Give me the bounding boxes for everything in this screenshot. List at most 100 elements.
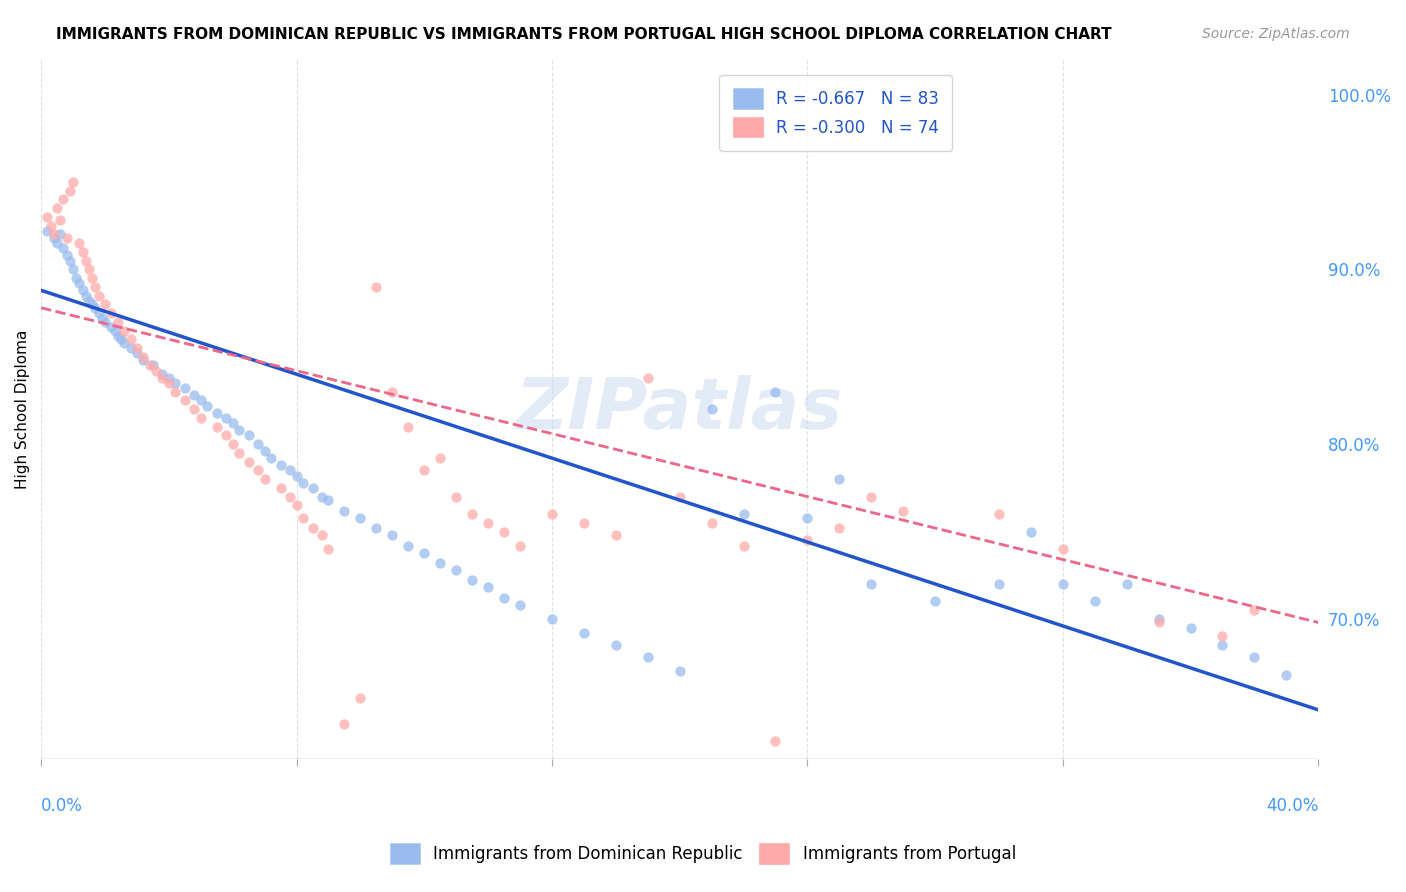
Point [59,253,82,268]
Point [75,288,97,302]
Point [49,227,72,242]
Point [700,402,723,417]
Point [605,638,627,652]
Point [285,499,308,513]
Point [107,328,129,343]
Point [572,516,595,530]
Point [152,370,174,384]
Point [59,184,82,198]
Point [494,524,516,539]
Point [77,262,100,277]
Point [82,297,104,311]
Point [988,507,1011,521]
Point [195,399,218,413]
Point [349,510,371,524]
Point [173,381,195,395]
Text: ZIPatlas: ZIPatlas [516,375,844,443]
Point [120,341,142,355]
Point [291,510,314,524]
Point [1147,612,1170,626]
Point [1180,621,1202,635]
Point [107,315,129,329]
Point [988,577,1011,591]
Point [52,241,75,255]
Point [55,231,77,245]
Point [145,364,167,378]
Point [215,428,238,442]
Point [260,451,283,466]
Point [205,406,228,420]
Point [157,376,180,390]
Point [796,533,818,548]
Point [183,388,205,402]
Point [190,411,212,425]
Point [142,359,165,373]
Point [494,591,516,605]
Point [637,650,659,665]
Point [165,376,187,390]
Point [541,507,564,521]
Point [238,428,260,442]
Point [733,507,755,521]
Point [247,437,270,451]
Point [765,384,787,399]
Point [42,227,65,242]
Point [103,324,125,338]
Point [637,370,659,384]
Point [110,332,132,346]
Text: IMMIGRANTS FROM DOMINICAN REPUBLIC VS IMMIGRANTS FROM PORTUGAL HIGH SCHOOL DIPLO: IMMIGRANTS FROM DOMINICAN REPUBLIC VS IM… [56,27,1112,42]
Point [221,416,243,430]
Point [75,253,97,268]
Point [1147,615,1170,630]
Point [1243,650,1265,665]
Point [828,472,851,486]
Point [270,458,292,472]
Point [253,444,276,458]
Point [132,353,155,368]
Point [291,475,314,490]
Point [733,539,755,553]
Point [1211,638,1233,652]
Point [413,545,436,559]
Point [247,463,270,477]
Point [52,193,75,207]
Point [39,219,62,233]
Point [37,210,59,224]
Legend: R = -0.667   N = 83, R = -0.300   N = 74: R = -0.667 N = 83, R = -0.300 N = 74 [720,75,952,151]
Point [278,490,301,504]
Point [49,213,72,227]
Point [333,716,356,731]
Point [891,503,914,517]
Point [1115,577,1137,591]
Point [541,612,564,626]
Point [509,539,531,553]
Point [605,528,627,542]
Point [477,516,499,530]
Point [84,280,107,294]
Y-axis label: High School Diploma: High School Diploma [15,329,30,489]
Point [860,577,883,591]
Point [90,311,112,326]
Point [396,419,419,434]
Point [828,521,851,535]
Point [1243,603,1265,617]
Point [860,490,883,504]
Point [301,481,323,495]
Point [152,368,174,382]
Point [238,455,260,469]
Point [37,224,59,238]
Text: 40.0%: 40.0% [1265,797,1319,815]
Point [221,437,243,451]
Point [94,315,117,329]
Point [42,231,65,245]
Point [461,507,484,521]
Point [444,490,467,504]
Point [1019,524,1042,539]
Point [270,481,292,495]
Point [429,451,451,466]
Point [77,293,100,308]
Point [67,277,90,291]
Point [100,320,122,334]
Point [215,411,238,425]
Point [205,419,228,434]
